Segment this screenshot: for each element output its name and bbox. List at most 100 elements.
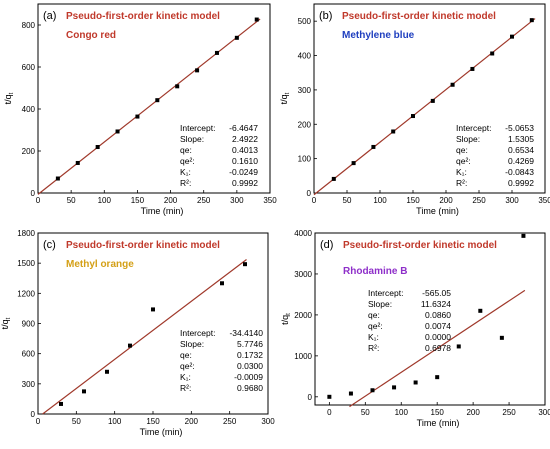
x-tick-label: 200 xyxy=(439,196,453,205)
data-point xyxy=(510,34,514,39)
data-point xyxy=(456,344,461,349)
y-tick-label: 400 xyxy=(22,105,36,114)
stat-value: -565.05 xyxy=(422,288,451,298)
data-point xyxy=(135,114,140,119)
stat-name: qe²: xyxy=(180,361,195,371)
x-tick-label: 50 xyxy=(67,196,76,205)
data-point xyxy=(499,335,504,340)
x-tick-label: 350 xyxy=(538,196,550,205)
stat-value: 0.0860 xyxy=(425,310,451,320)
stat-value: 1.5305 xyxy=(508,134,534,144)
stat-name: Slope: xyxy=(368,299,392,309)
stat-name: R²: xyxy=(456,178,467,188)
stat-name: K₁: xyxy=(180,167,191,177)
x-tick-label: 100 xyxy=(98,196,112,205)
x-tick-label: 0 xyxy=(327,408,332,417)
stat-name: K₁: xyxy=(456,167,467,177)
x-tick-label: 150 xyxy=(431,408,445,417)
y-tick-label: 1200 xyxy=(17,289,35,298)
fit-line xyxy=(349,289,526,408)
data-point xyxy=(470,66,475,71)
stat-name: Intercept: xyxy=(180,328,215,338)
y-tick-label: 200 xyxy=(22,147,36,156)
y-tick-label: 300 xyxy=(22,380,36,389)
stat-value: 11.6324 xyxy=(421,299,451,309)
x-tick-label: 0 xyxy=(312,196,317,205)
y-axis-label: t/qt xyxy=(0,317,12,329)
y-tick-label: 3000 xyxy=(294,270,312,279)
data-point xyxy=(490,51,495,56)
panel-label: (d) xyxy=(320,239,333,251)
x-tick-label: 150 xyxy=(146,417,160,426)
stat-value: -0.0249 xyxy=(229,167,258,177)
y-tick-label: 0 xyxy=(307,189,312,198)
stat-value: 0.9680 xyxy=(237,383,263,393)
x-tick-label: 300 xyxy=(230,196,244,205)
x-tick-label: 250 xyxy=(223,417,237,426)
plot-frame xyxy=(314,232,546,406)
data-point xyxy=(95,145,100,150)
y-axis-label: t/qt xyxy=(3,92,15,104)
y-tick-label: 1500 xyxy=(17,259,35,268)
data-point xyxy=(351,161,356,166)
fit-line xyxy=(42,259,247,415)
y-tick-label: 300 xyxy=(298,86,312,95)
dye-name: Methyl orange xyxy=(66,259,134,270)
stat-name: qe: xyxy=(180,350,192,360)
data-point xyxy=(331,176,336,181)
model-title: Pseudo-first-order kinetic model xyxy=(342,11,496,22)
x-tick-label: 150 xyxy=(131,196,145,205)
stat-name: qe: xyxy=(456,145,468,155)
y-tick-label: 0 xyxy=(31,189,36,198)
dye-name: Methylene blue xyxy=(342,30,415,41)
stat-value: 0.0000 xyxy=(425,332,451,342)
panel-label: (c) xyxy=(43,239,56,251)
y-tick-label: 4000 xyxy=(294,229,312,238)
data-point xyxy=(59,401,63,406)
stat-value: 5.7746 xyxy=(237,339,263,349)
panel-label: (b) xyxy=(319,10,332,22)
x-tick-label: 250 xyxy=(472,196,486,205)
data-point xyxy=(214,50,219,55)
data-point xyxy=(128,343,132,348)
stat-value: 0.1610 xyxy=(232,156,258,166)
x-axis-label: Time (min) xyxy=(417,418,460,428)
data-point xyxy=(82,389,86,394)
y-tick-label: 1800 xyxy=(17,229,35,238)
y-tick-label: 900 xyxy=(22,320,36,329)
stat-name: K₁: xyxy=(368,332,379,342)
data-point xyxy=(529,18,534,23)
y-tick-label: 500 xyxy=(298,17,312,26)
stat-value: -0.0843 xyxy=(505,167,534,177)
y-tick-label: 200 xyxy=(298,120,312,129)
y-tick-label: 600 xyxy=(22,350,36,359)
y-tick-label: 0 xyxy=(31,410,36,419)
y-tick-label: 1000 xyxy=(294,352,312,361)
y-tick-label: 100 xyxy=(298,155,312,164)
stat-value: 0.9992 xyxy=(232,178,258,188)
stat-name: qe²: xyxy=(368,321,383,331)
data-point xyxy=(392,385,397,390)
stat-value: 0.6978 xyxy=(425,343,451,353)
y-tick-label: 600 xyxy=(22,63,36,72)
data-point xyxy=(115,129,120,134)
x-tick-label: 150 xyxy=(406,196,420,205)
y-tick-label: 400 xyxy=(298,52,312,61)
stat-value: 0.4269 xyxy=(508,156,534,166)
stat-name: qe²: xyxy=(456,156,471,166)
model-title: Pseudo-first-order kinetic model xyxy=(343,240,497,251)
data-point xyxy=(521,233,526,238)
x-tick-label: 300 xyxy=(538,408,550,417)
x-tick-label: 250 xyxy=(502,408,516,417)
model-title: Pseudo-first-order kinetic model xyxy=(66,11,220,22)
x-tick-label: 100 xyxy=(373,196,387,205)
data-point xyxy=(430,98,435,103)
x-axis-label: Time (min) xyxy=(140,427,183,437)
stat-name: Intercept: xyxy=(180,123,215,133)
stat-name: qe: xyxy=(180,145,192,155)
plot-frame xyxy=(37,3,271,194)
plot-frame xyxy=(313,3,546,194)
x-tick-label: 300 xyxy=(261,417,275,426)
stat-value: 0.6534 xyxy=(508,145,534,155)
stat-name: Intercept: xyxy=(456,123,491,133)
